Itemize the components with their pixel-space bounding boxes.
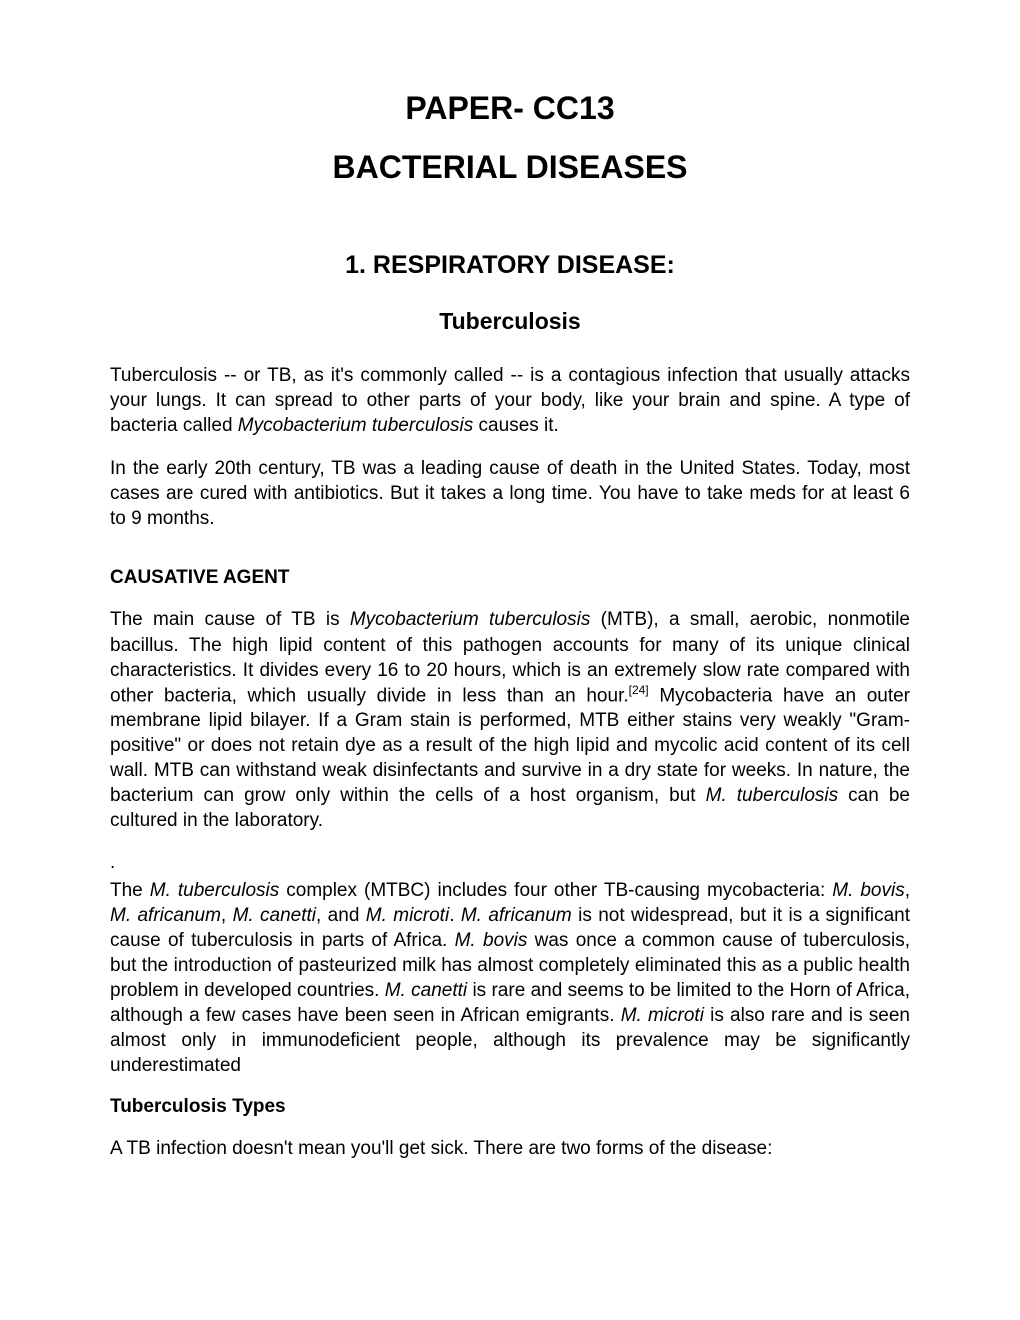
italic-text: Mycobacterium tuberculosis bbox=[238, 415, 473, 436]
italic-text: M. microti bbox=[621, 1005, 704, 1026]
causative-paragraph-1: The main cause of TB is Mycobacterium tu… bbox=[110, 607, 910, 833]
text-run: The bbox=[110, 880, 150, 901]
types-paragraph: A TB infection doesn't mean you'll get s… bbox=[110, 1136, 910, 1161]
text-run: . bbox=[449, 905, 461, 926]
italic-text: M. canetti bbox=[233, 905, 316, 926]
intro-paragraph-1: Tuberculosis -- or TB, as it's commonly … bbox=[110, 363, 910, 438]
italic-text: M. canetti bbox=[385, 980, 467, 1001]
text-run: causes it. bbox=[473, 415, 559, 436]
paper-title-line1: PAPER- CC13 bbox=[110, 90, 910, 127]
causative-heading: CAUSATIVE AGENT bbox=[110, 567, 910, 589]
italic-text: M. tuberculosis bbox=[150, 880, 280, 901]
text-run: , bbox=[221, 905, 233, 926]
italic-text: Mycobacterium tuberculosis bbox=[350, 609, 591, 630]
section-subheading: Tuberculosis bbox=[110, 308, 910, 335]
italic-text: M. bovis bbox=[455, 930, 528, 951]
intro-paragraph-2: In the early 20th century, TB was a lead… bbox=[110, 456, 910, 531]
dot-separator: . bbox=[110, 852, 910, 874]
italic-text: M. microti bbox=[366, 905, 449, 926]
text-run: , and bbox=[316, 905, 366, 926]
italic-text: M. bovis bbox=[832, 880, 904, 901]
text-run: , bbox=[905, 880, 910, 901]
section-heading: 1. RESPIRATORY DISEASE: bbox=[110, 251, 910, 280]
types-heading: Tuberculosis Types bbox=[110, 1096, 910, 1118]
italic-text: M. africanum bbox=[461, 905, 572, 926]
italic-text: M. tuberculosis bbox=[706, 785, 839, 806]
causative-paragraph-2: The M. tuberculosis complex (MTBC) inclu… bbox=[110, 878, 910, 1079]
paper-title-line2: BACTERIAL DISEASES bbox=[110, 149, 910, 186]
text-run: complex (MTBC) includes four other TB-ca… bbox=[279, 880, 832, 901]
italic-text: M. africanum bbox=[110, 905, 221, 926]
superscript-ref: [24] bbox=[629, 683, 649, 697]
text-run: The main cause of TB is bbox=[110, 609, 350, 630]
